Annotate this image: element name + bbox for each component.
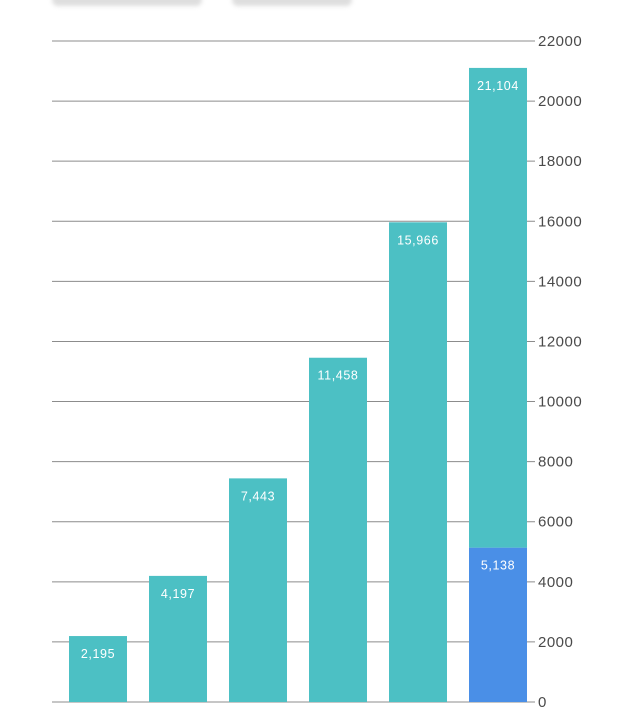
y-tick-label: 4000 (538, 574, 573, 591)
y-tick-label: 20000 (538, 93, 582, 110)
y-tick-label: 16000 (538, 213, 582, 230)
bar (69, 636, 127, 702)
y-tick-label: 12000 (538, 333, 582, 350)
bar (389, 222, 447, 703)
bars (69, 67, 527, 703)
y-tick-label: 14000 (538, 273, 582, 290)
y-tick-label: 8000 (538, 454, 573, 471)
y-tick-label: 0 (538, 694, 547, 707)
y-tick-label: 18000 (538, 153, 582, 170)
data-label: 15,966 (397, 233, 439, 247)
bar-segment-primary (469, 67, 527, 548)
data-label: 21,104 (477, 79, 519, 93)
bar-segment-secondary (469, 547, 527, 702)
bar (149, 575, 207, 702)
data-label: 2,195 (81, 647, 115, 661)
data-label: 4,197 (161, 587, 195, 601)
data-labels: 2,195 4,197 7,443 11,458 15,966 5,138 21,104 (81, 79, 519, 661)
data-label-secondary: 5,138 (481, 559, 515, 573)
data-label: 11,458 (318, 369, 359, 383)
y-tick-label: 22000 (538, 33, 582, 50)
bar (229, 478, 287, 702)
y-axis-ticks: 0 2000 4000 6000 8000 10000 12000 14000 16000 180… (538, 33, 582, 707)
y-tick-label: 2000 (538, 634, 573, 651)
y-tick-label: 6000 (538, 514, 573, 531)
bar (309, 357, 367, 702)
cropped-header-text-left (52, 0, 202, 6)
data-label: 7,443 (241, 489, 275, 503)
gridlines (52, 40, 535, 703)
y-tick-label: 10000 (538, 394, 582, 411)
cropped-header-text-right (232, 0, 352, 6)
